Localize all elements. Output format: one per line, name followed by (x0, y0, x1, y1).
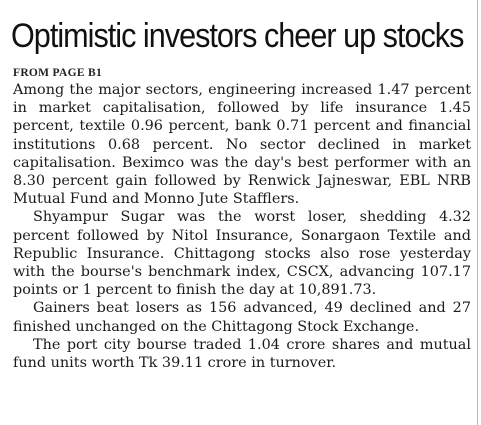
column-rule (477, 0, 478, 425)
article-paragraph: Shyampur Sugar was the worst loser, shed… (13, 209, 471, 299)
article-paragraph: Gainers beat losers as 156 advanced, 49 … (13, 300, 471, 335)
article-body: Among the major sectors, engineering inc… (13, 81, 471, 372)
page-continuation-label: FROM PAGE B1 (13, 67, 102, 79)
article-paragraph: The port city bourse traded 1.04 crore s… (13, 336, 471, 372)
article-headline: Optimistic investors cheer up stocks (11, 17, 464, 55)
article-paragraph: Among the major sectors, engineering inc… (13, 82, 471, 208)
